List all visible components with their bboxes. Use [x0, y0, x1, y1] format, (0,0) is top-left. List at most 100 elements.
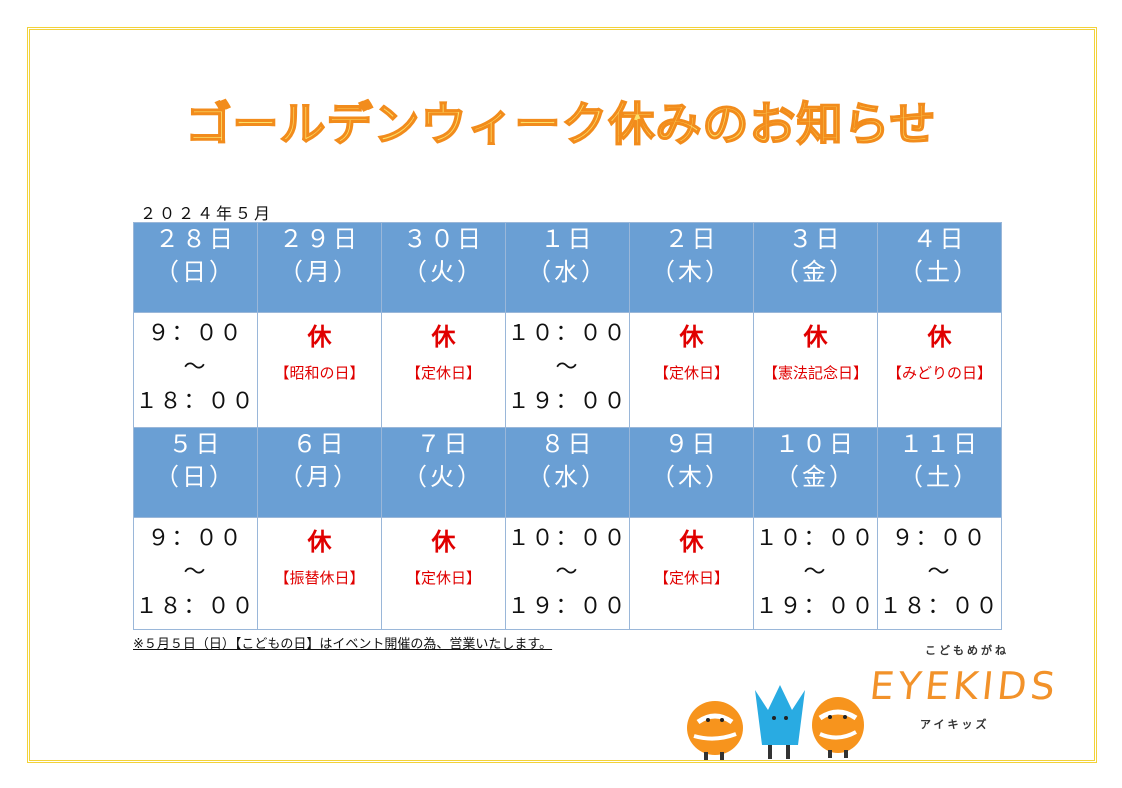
day-number: ２９日: [279, 225, 360, 253]
day-header: １０日 （金）: [753, 427, 878, 518]
day-number: ７日: [416, 430, 471, 458]
day-header: ６日 （月）: [257, 427, 382, 518]
week1-header-row: ２８日 （日） ２９日 （月） ３０日 （火） １日 （水） ２日 （木） ３日 （金） ４日 （土）: [133, 222, 1002, 313]
weekday-label: （月）: [279, 463, 360, 491]
week2-header-row: ５日 （日） ６日 （月） ７日 （火） ８日 （水） ９日 （木） １０日 （金） １１日 （土）: [133, 427, 1002, 518]
open-time: ９：００: [147, 526, 244, 551]
closed-mark: 休: [679, 323, 704, 351]
mascot-characters-icon: [687, 685, 864, 760]
day-header: １日 （水）: [505, 222, 630, 313]
open-time: １０：００: [755, 526, 876, 551]
day-number: ６日: [292, 430, 347, 458]
day-cell: 休【みどりの日】: [877, 312, 1002, 428]
day-number: ３日: [788, 225, 843, 253]
day-cell: 休【定休日】: [381, 517, 506, 630]
time-separator: ～: [803, 560, 828, 585]
day-number: ２日: [664, 225, 719, 253]
closed-mark: 休: [307, 323, 332, 351]
day-header: ９日 （木）: [629, 427, 754, 518]
day-number: ８日: [540, 430, 595, 458]
closed-mark: 休: [803, 323, 828, 351]
day-header: ２日 （木）: [629, 222, 754, 313]
day-cell: 休【振替休日】: [257, 517, 382, 630]
close-time: １９：００: [507, 389, 628, 414]
day-cell: ９：００ ～ １８：００: [877, 517, 1002, 630]
closed-mark: 休: [307, 528, 332, 556]
day-header: ８日 （水）: [505, 427, 630, 518]
weekday-label: （水）: [527, 258, 608, 286]
business-note: ※５月５日（日）【こどもの日】はイベント開催の為、営業いたします。: [133, 637, 553, 652]
day-number: ３０日: [403, 225, 484, 253]
weekday-label: （水）: [527, 463, 608, 491]
closed-reason: 【定休日】: [653, 364, 729, 382]
month-label: ２０２４年５月: [140, 204, 274, 223]
day-header: ７日 （火）: [381, 427, 506, 518]
closed-reason: 【定休日】: [405, 569, 481, 587]
page-title: ゴールデンウィーク休みのお知らせ: [185, 96, 937, 152]
closed-mark: 休: [431, 323, 456, 351]
day-number: ９日: [664, 430, 719, 458]
open-time: １０：００: [507, 321, 628, 346]
calendar-table: ２８日 （日） ２９日 （月） ３０日 （火） １日 （水） ２日 （木） ３日 （金） ４日 （土） ９…: [133, 222, 1002, 630]
day-header: ２８日 （日）: [133, 222, 258, 313]
day-cell: １０：００ ～ １９：００: [505, 517, 630, 630]
closed-reason: 【振替休日】: [274, 569, 365, 587]
close-time: １９：００: [755, 594, 876, 619]
day-cell: 休【昭和の日】: [257, 312, 382, 428]
time-separator: ～: [555, 560, 580, 585]
day-header: ５日 （日）: [133, 427, 258, 518]
open-time: ９：００: [891, 526, 988, 551]
day-cell: 休【定休日】: [629, 517, 754, 630]
logo-katakana: アイキッズ: [920, 718, 990, 731]
time-separator: ～: [555, 355, 580, 380]
time-separator: ～: [927, 560, 952, 585]
day-header: ２９日 （月）: [257, 222, 382, 313]
day-number: ４日: [912, 225, 967, 253]
closed-reason: 【定休日】: [405, 364, 481, 382]
day-cell: 休【定休日】: [381, 312, 506, 428]
close-time: １９：００: [507, 594, 628, 619]
closed-mark: 休: [927, 323, 952, 351]
day-header: ４日 （土）: [877, 222, 1002, 313]
week1-hours-row: ９：００ ～ １８：００ 休【昭和の日】休【定休日】 １０：００ ～ １９：００ 休【定休日】…: [133, 312, 1002, 428]
closed-reason: 【定休日】: [653, 569, 729, 587]
time-separator: ～: [183, 355, 208, 380]
day-number: １０日: [775, 430, 856, 458]
logo-tagline: こどもめがね: [925, 644, 1009, 657]
week2-hours-row: ９：００ ～ １８：００ 休【振替休日】休【定休日】 １０：００ ～ １９：００ 休【定休日】…: [133, 517, 1002, 630]
closed-mark: 休: [679, 528, 704, 556]
day-cell: 休【定休日】: [629, 312, 754, 428]
weekday-label: （金）: [775, 258, 856, 286]
day-cell: １０：００ ～ １９：００: [505, 312, 630, 428]
weekday-label: （木）: [651, 463, 732, 491]
weekday-label: （火）: [403, 258, 484, 286]
closed-reason: 【昭和の日】: [274, 364, 365, 382]
weekday-label: （木）: [651, 258, 732, 286]
page-border: [27, 27, 1097, 763]
weekday-label: （日）: [155, 258, 236, 286]
open-time: １０：００: [507, 526, 628, 551]
logo-wordmark: EYEKIDS: [867, 664, 1062, 708]
open-time: ９：００: [147, 321, 244, 346]
day-cell: １０：００ ～ １９：００: [753, 517, 878, 630]
time-separator: ～: [183, 560, 208, 585]
closed-mark: 休: [431, 528, 456, 556]
day-header: ３日 （金）: [753, 222, 878, 313]
weekday-label: （土）: [899, 258, 980, 286]
closed-reason: 【憲法記念日】: [762, 364, 868, 382]
close-time: １８：００: [135, 389, 256, 414]
weekday-label: （月）: [279, 258, 360, 286]
day-number: １１日: [899, 430, 980, 458]
day-cell: ９：００ ～ １８：００: [133, 517, 258, 630]
day-number: ５日: [168, 430, 223, 458]
day-header: １１日 （土）: [877, 427, 1002, 518]
eyekids-logo: こどもめがね EYEKIDS アイキッズ: [680, 640, 1070, 760]
weekday-label: （日）: [155, 463, 236, 491]
day-cell: 休【憲法記念日】: [753, 312, 878, 428]
weekday-label: （土）: [899, 463, 980, 491]
close-time: １８：００: [879, 594, 1000, 619]
day-cell: ９：００ ～ １８：００: [133, 312, 258, 428]
close-time: １８：００: [135, 594, 256, 619]
weekday-label: （火）: [403, 463, 484, 491]
weekday-label: （金）: [775, 463, 856, 491]
